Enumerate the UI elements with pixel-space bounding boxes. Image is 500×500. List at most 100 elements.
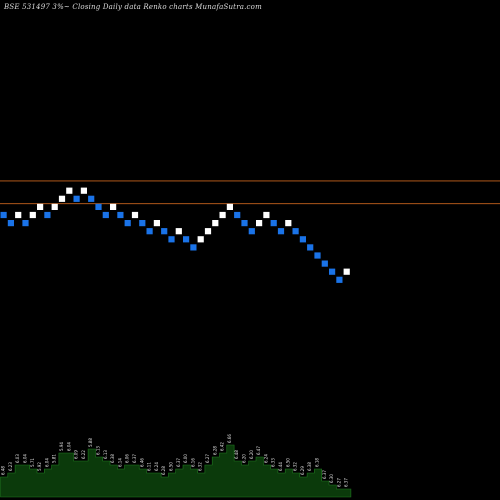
renko-brick-down: [161, 228, 168, 235]
renko-brick-up: [37, 203, 44, 210]
volume-label: 6.38: [110, 454, 115, 463]
renko-brick-up: [110, 203, 117, 210]
volume-label: 6.66: [227, 434, 232, 443]
volume-label: 6.50: [169, 462, 174, 471]
volume-label: 6.24: [154, 462, 159, 471]
volume-label: 6.04: [44, 458, 49, 467]
volume-area: [0, 444, 352, 498]
renko-brick-up: [29, 211, 36, 219]
volume-label: 6.46: [139, 458, 144, 467]
volume-label: 6.22: [81, 450, 86, 459]
volume-label: 6.28: [212, 446, 217, 455]
renko-brick-down: [277, 228, 285, 235]
renko-brick-down: [88, 195, 95, 202]
chart-title: BSE 531497 3%~ Closing Daily data Renko …: [4, 3, 262, 11]
renko-brick-down: [7, 220, 14, 227]
volume-label: 6.50: [285, 458, 290, 467]
volume-label: 6.47: [256, 446, 261, 455]
volume-label: 6.20: [242, 454, 247, 463]
volume-label: 6.32: [198, 462, 203, 471]
volume-label: 6.33: [271, 458, 276, 467]
volume-label: 6.48: [234, 450, 239, 459]
volume-label: 5.81: [52, 454, 57, 463]
renko-brick-up: [219, 211, 226, 219]
renko-brick-down: [124, 220, 131, 227]
renko-brick-up: [256, 220, 263, 227]
volume-label: 6.06: [125, 454, 130, 463]
volume-label: 5.92: [37, 462, 42, 471]
volume-label: 6.37: [176, 458, 181, 467]
volume-label: 6.37: [344, 478, 349, 487]
renko-brick-down: [117, 211, 124, 219]
volume-label: 6.28: [161, 466, 166, 475]
renko-brick-up: [58, 195, 66, 202]
renko-brick-up: [263, 211, 270, 219]
renko-brick-up: [197, 236, 204, 243]
volume-label: 6.14: [117, 458, 122, 467]
volume-label: 6.13: [96, 446, 101, 455]
renko-brick-up: [204, 228, 212, 235]
volume-label: 6.42: [220, 442, 225, 451]
renko-brick-up: [285, 220, 292, 227]
volume-label: 6.27: [336, 478, 341, 487]
volume-label: 6.44: [278, 462, 283, 471]
renko-brick-down: [314, 252, 321, 259]
volume-label: 5.94: [59, 442, 64, 451]
volume-label: 6.23: [8, 462, 13, 471]
renko-brick-down: [139, 220, 146, 227]
renko-brick-up: [153, 220, 160, 227]
volume-label: 6.38: [307, 462, 312, 471]
volume-label: 6.29: [300, 466, 305, 475]
renko-brick-up: [15, 211, 22, 219]
volume-label: 6.04: [23, 454, 28, 463]
renko-brick-down: [329, 268, 336, 275]
renko-brick-down: [190, 244, 197, 251]
volume-label: 6.30: [329, 474, 334, 483]
volume-pane: 6.48 6.236.03 6.04 5.71 5.92 6.04 5.815.94 6.04…: [0, 434, 352, 498]
renko-brick-up: [212, 220, 219, 227]
volume-label: 6.27: [205, 454, 210, 463]
renko-brick-down: [168, 236, 175, 243]
volume-label: 6.24: [263, 454, 268, 463]
renko-brick-up: [51, 203, 58, 210]
volume-label: 6.37: [132, 454, 137, 463]
renko-brick-down: [336, 276, 343, 283]
renko-brick-down: [0, 211, 7, 219]
reference-lines: [0, 180, 500, 205]
volume-label: 6.13: [103, 450, 108, 459]
renko-brick-down: [183, 236, 190, 243]
renko-brick-up: [66, 187, 73, 194]
volume-label: 6.18: [315, 458, 320, 467]
volume-label: 5.88: [88, 438, 93, 447]
volume-label: 6.20: [249, 450, 254, 459]
volume-label: 6.48: [1, 466, 6, 475]
renko-brick-down: [241, 220, 248, 227]
renko-brick-up: [175, 228, 182, 235]
renko-brick-down: [299, 236, 306, 243]
renko-brick-down: [292, 228, 299, 235]
renko-brick-down: [102, 211, 109, 219]
volume-label: 6.00: [183, 454, 188, 463]
renko-brick-down: [73, 195, 80, 202]
renko-brick-up: [343, 268, 350, 275]
renko-brick-down: [248, 228, 255, 235]
renko-brick-up: [80, 187, 87, 194]
renko-brick-down: [146, 228, 153, 235]
volume-label: 6.03: [15, 454, 20, 463]
volume-label: 5.71: [30, 458, 35, 467]
volume-label: 6.37: [322, 470, 327, 479]
renko-brick-down: [307, 244, 314, 251]
renko-bricks: [0, 187, 350, 283]
renko-brick-down: [270, 220, 277, 227]
volume-label: 6.32: [293, 462, 298, 471]
volume-label: 6.16: [190, 458, 195, 467]
volume-label: 6.04: [66, 442, 71, 451]
renko-brick-down: [234, 211, 241, 219]
renko-brick-down: [44, 211, 51, 219]
renko-brick-down: [321, 260, 328, 267]
renko-brick-up: [226, 203, 233, 210]
renko-brick-up: [131, 211, 139, 219]
volume-label: 6.11: [147, 462, 152, 471]
